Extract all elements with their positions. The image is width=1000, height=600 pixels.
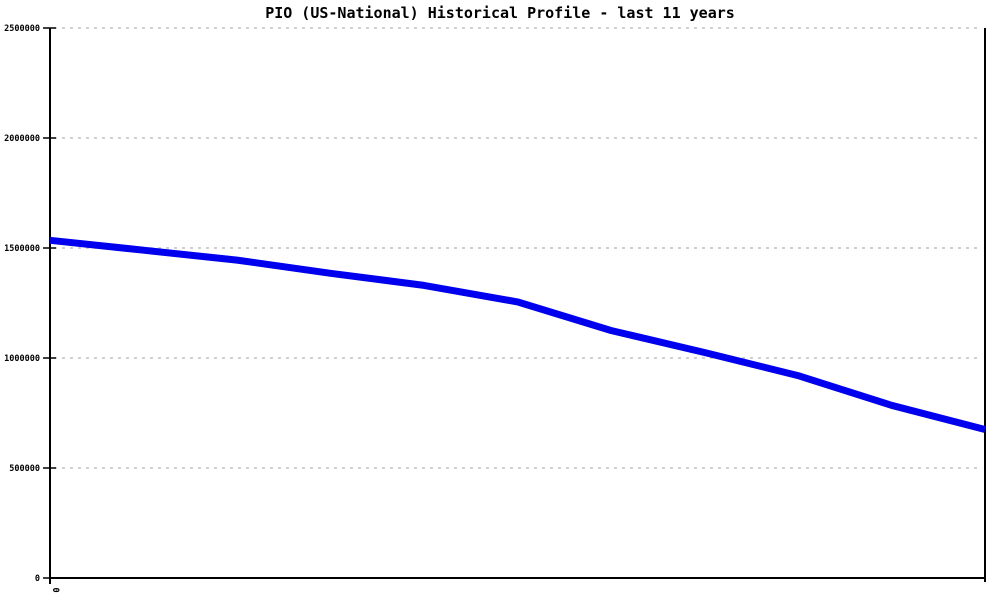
chart-title: PIO (US-National) Historical Profile - l… <box>265 4 735 22</box>
y-tick-label: 0 <box>35 574 40 584</box>
data-series-line <box>49 236 986 433</box>
x-tick-label: 0 <box>50 587 60 592</box>
y-tick-label: 2000000 <box>4 134 40 144</box>
y-tick-label: 1000000 <box>4 354 40 364</box>
y-tick-label: 1500000 <box>4 244 40 254</box>
y-axis-ticks-layer: 0 500000 1000000 1500000 2000000 2500000 <box>4 24 56 584</box>
y-tick-label: 500000 <box>9 464 40 474</box>
y-tick-label: 2500000 <box>4 24 40 34</box>
gridlines-layer <box>54 27 978 469</box>
